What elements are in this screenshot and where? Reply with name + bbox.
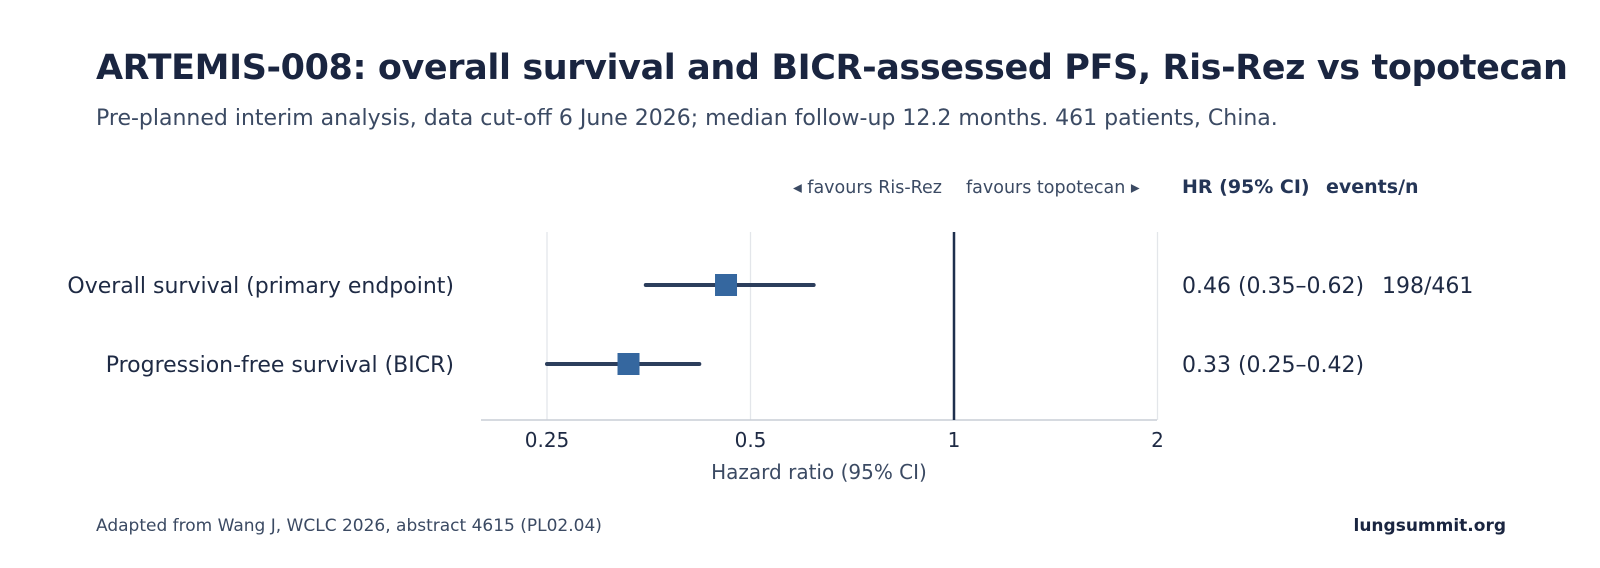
hr-value-1: 0.33 (0.25–0.42) bbox=[1182, 353, 1364, 378]
favours-left-label: ◂ favours Ris-Rez bbox=[793, 178, 942, 198]
favours-right-label: favours topotecan ▸ bbox=[966, 178, 1140, 198]
x-tick-label-2: 1 bbox=[948, 428, 961, 452]
x-tick-label-0: 0.25 bbox=[525, 428, 570, 452]
x-tick-label-1: 0.5 bbox=[735, 428, 767, 452]
column-header-hr: HR (95% CI) bbox=[1182, 176, 1310, 198]
hr-value-0: 0.46 (0.35–0.62) bbox=[1182, 274, 1364, 299]
chart-subtitle: Pre-planned interim analysis, data cut-o… bbox=[96, 106, 1278, 131]
row-label-0: Overall survival (primary endpoint) bbox=[67, 274, 454, 299]
source-citation: Adapted from Wang J, WCLC 2026, abstract… bbox=[96, 516, 602, 536]
x-axis-title: Hazard ratio (95% CI) bbox=[711, 460, 927, 484]
events-value-0: 198/461 bbox=[1382, 274, 1473, 299]
row-label-1: Progression-free survival (BICR) bbox=[106, 353, 454, 378]
chart-title: ARTEMIS-008: overall survival and BICR-a… bbox=[96, 48, 1568, 88]
hr-marker-1 bbox=[617, 353, 640, 375]
x-tick-label-3: 2 bbox=[1151, 428, 1164, 452]
hr-marker-0 bbox=[715, 274, 738, 296]
column-header-events: events/n bbox=[1326, 176, 1419, 198]
site-credit[interactable]: lungsummit.org bbox=[1353, 516, 1507, 536]
